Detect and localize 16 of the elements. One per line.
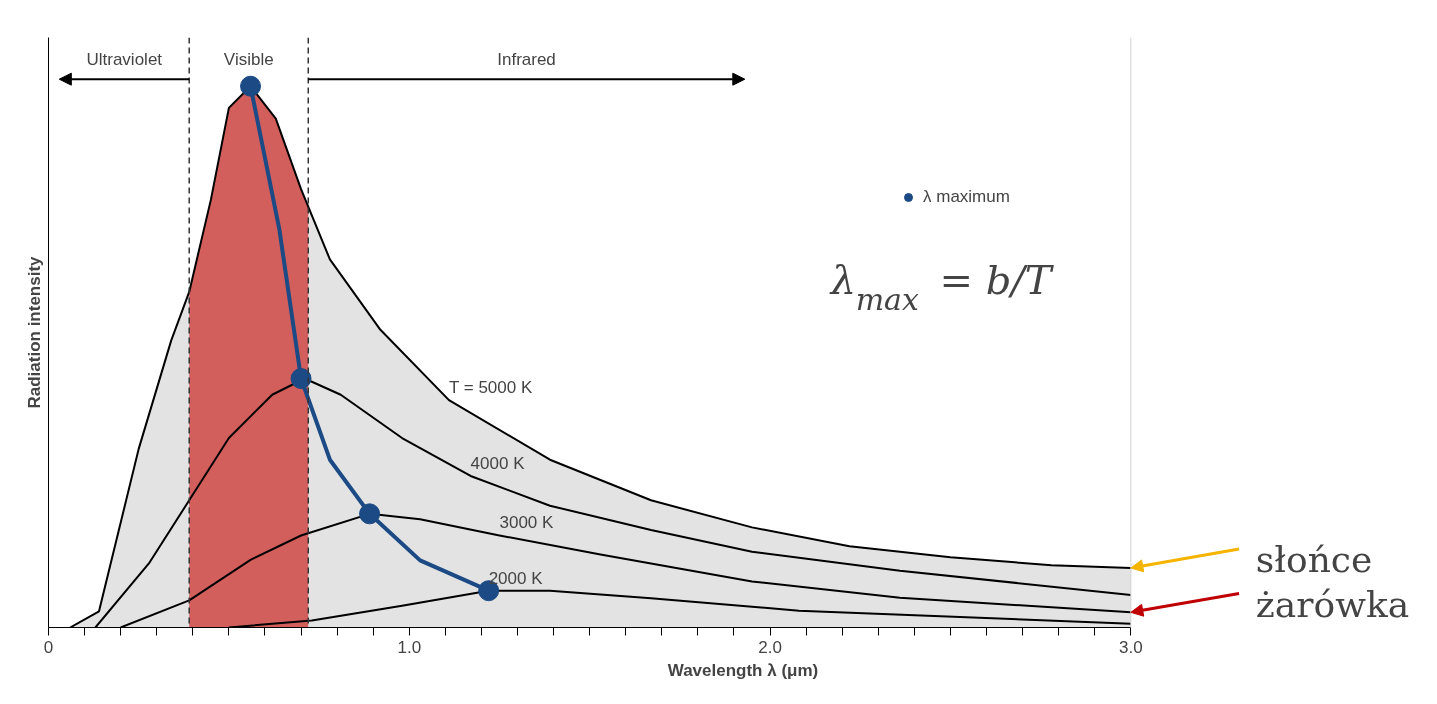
text: Infrared (497, 49, 556, 69)
series-label: 3000 K (499, 513, 555, 533)
x-tick-label: 3.0 (1119, 637, 1143, 657)
text: Ultraviolet (86, 49, 163, 69)
x-tick-label: 2.0 (758, 637, 782, 657)
series-label: 4000 K (470, 453, 526, 473)
annotation: słońce (1255, 539, 1373, 581)
series-label: 2000 K (488, 568, 544, 588)
annotation: żarówka (1255, 583, 1410, 625)
series-label: T = 5000 K (448, 378, 533, 398)
legend-label: λ maximum (923, 187, 1010, 207)
x-axis-title: Wavelength λ (μm) (667, 660, 819, 680)
band-label: Visible (223, 49, 274, 69)
x-tick-label: 0 (43, 637, 54, 657)
x-tick-label: 1.0 (397, 637, 422, 657)
y-axis-title: Radiation intensity (24, 255, 44, 409)
